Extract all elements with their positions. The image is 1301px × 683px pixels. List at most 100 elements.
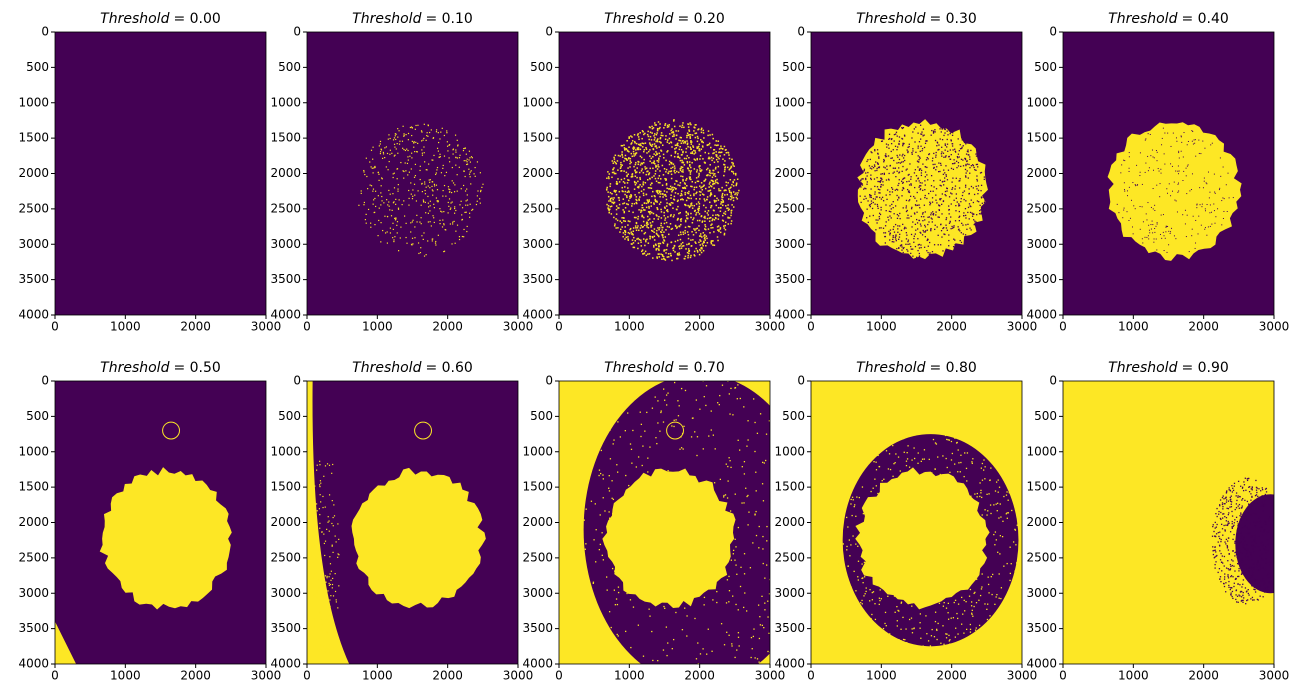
speckle [955,628,956,629]
speckle [1154,232,1155,233]
speckle [967,151,968,152]
speckle [767,616,768,617]
speckle [907,452,908,453]
speckle [682,179,684,181]
speckle [1214,567,1215,568]
speckle [713,158,715,160]
speckle [660,178,662,180]
speckle [603,559,604,560]
speckle [651,177,653,179]
speckle [453,182,454,183]
speckle [860,202,861,203]
speckle [1257,562,1258,563]
speckle [938,244,939,245]
speckle [851,499,852,500]
speckle [697,159,699,161]
speckle [689,178,691,180]
speckle [443,223,444,224]
speckle [1019,522,1020,523]
speckle [895,146,896,147]
speckle [1171,228,1172,229]
speckle [688,243,690,245]
title-variable: Threshold [856,11,925,27]
speckle [321,595,322,596]
speckle [1228,501,1229,502]
speckle [888,219,889,220]
speckle [689,130,691,132]
speckle [616,205,618,207]
speckle [876,469,877,470]
speckle [709,220,711,222]
speckle [1188,164,1189,165]
speckle [378,220,379,221]
x-tick-label: 1000 [362,320,393,334]
speckle [1214,192,1215,193]
speckle [650,202,652,204]
speckle [911,184,912,185]
y-tick-label: 2500 [270,550,301,564]
speckle [986,609,987,610]
speckle [338,554,339,555]
speckle [1189,251,1190,252]
speckle [756,535,757,536]
speckle [758,661,759,662]
speckle [866,161,867,162]
speckle [657,422,658,423]
speckle [899,225,900,226]
speckle [888,231,889,232]
speckle [954,438,955,439]
speckle [731,210,733,212]
speckle [432,181,433,182]
speckle [463,229,464,230]
speckle [945,129,946,130]
speckle [684,164,686,166]
speckle [984,202,985,203]
speckle [935,200,936,201]
speckle [962,195,963,196]
speckle [428,203,429,204]
speckle [700,139,702,141]
speckle [320,649,321,650]
speckle [660,137,662,139]
speckle [858,561,859,562]
speckle [1198,233,1199,234]
speckle [1268,573,1269,574]
speckle [728,601,729,602]
speckle [616,209,618,211]
speckle [1176,137,1177,138]
speckle [892,239,893,240]
speckle [901,249,902,250]
speckle [613,499,614,500]
speckle [426,140,427,141]
speckle [773,542,774,543]
speckle [452,180,453,181]
speckle [928,640,929,641]
speckle [694,158,696,160]
speckle [666,191,668,193]
speckle [901,230,902,231]
speckle [633,153,635,155]
speckle [899,234,900,235]
speckle [907,210,908,211]
speckle [611,206,613,208]
panel-title: Threshold= 0.70 [604,360,725,376]
speckle [659,256,661,258]
speckle [1178,152,1179,153]
speckle [1152,232,1153,233]
speckle [915,246,916,247]
speckle [1271,500,1272,501]
speckle [329,615,330,616]
speckle [723,225,725,227]
speckle [724,169,726,171]
speckle [945,633,946,634]
speckle [925,236,926,237]
speckle [781,506,782,507]
speckle [1131,200,1132,201]
speckle [847,566,848,567]
speckle [871,200,872,201]
speckle [947,612,948,613]
speckle [646,226,648,228]
speckle [938,235,939,236]
title-value: = 0.60 [425,360,472,376]
speckle [320,501,321,502]
